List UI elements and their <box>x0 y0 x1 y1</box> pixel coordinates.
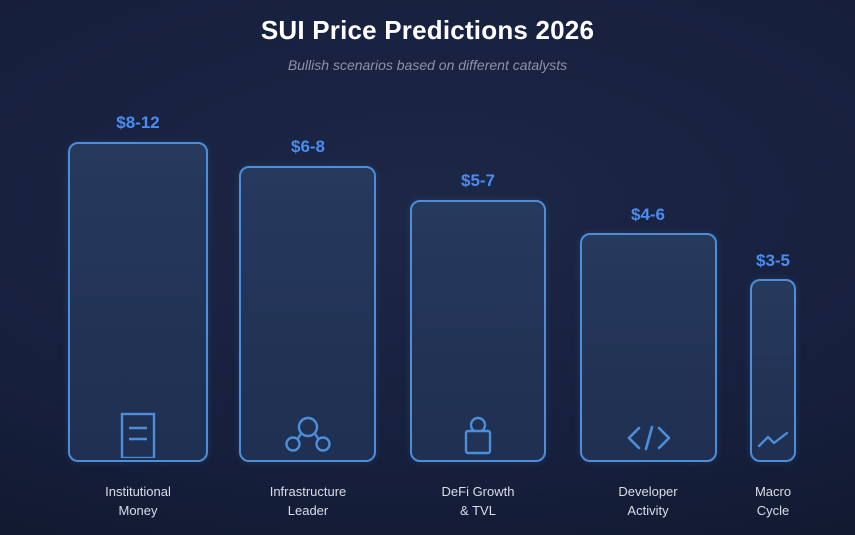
price-label: $8-12 <box>116 113 160 132</box>
code-icon <box>626 425 672 451</box>
bar-defi-growth-tvl <box>410 200 546 462</box>
bar-developer-activity <box>580 233 717 462</box>
category-label-line2: & TVL <box>460 503 496 518</box>
category-label-line1: DeFi Growth <box>441 484 515 499</box>
bar-macro-cycle <box>750 279 796 462</box>
category-label-line1: Institutional <box>105 484 171 499</box>
category-label-line2: Cycle <box>756 503 790 518</box>
category-label-line2: Money <box>118 503 158 518</box>
category-label: Institutional Money <box>58 482 218 520</box>
bar-infrastructure-leader <box>239 166 376 462</box>
price-label: $4-6 <box>630 205 666 224</box>
category-label: Developer Activity <box>568 482 728 520</box>
category-label-line2: Leader <box>287 503 329 518</box>
chart-title: SUI Price Predictions 2026 <box>260 15 595 45</box>
lock-icon <box>458 415 498 455</box>
trend-line-icon <box>757 430 789 450</box>
price-label: $3-5 <box>755 251 791 270</box>
price-label: $5-7 <box>460 171 496 190</box>
category-label-line2: Activity <box>627 503 669 518</box>
network-nodes-icon <box>280 414 336 454</box>
category-label: Macro Cycle <box>693 482 853 520</box>
bank-building-icon <box>119 412 157 458</box>
category-label-line1: Infrastructure <box>269 484 347 499</box>
price-label: $6-8 <box>290 137 326 156</box>
category-label-line1: Macro <box>754 484 792 499</box>
chart-subtitle: Bullish scenarios based on different cat… <box>287 57 568 73</box>
category-label: Infrastructure Leader <box>228 482 388 520</box>
category-label-line1: Developer <box>618 484 678 499</box>
category-label: DeFi Growth & TVL <box>398 482 558 520</box>
bar-institutional-money <box>68 142 208 462</box>
